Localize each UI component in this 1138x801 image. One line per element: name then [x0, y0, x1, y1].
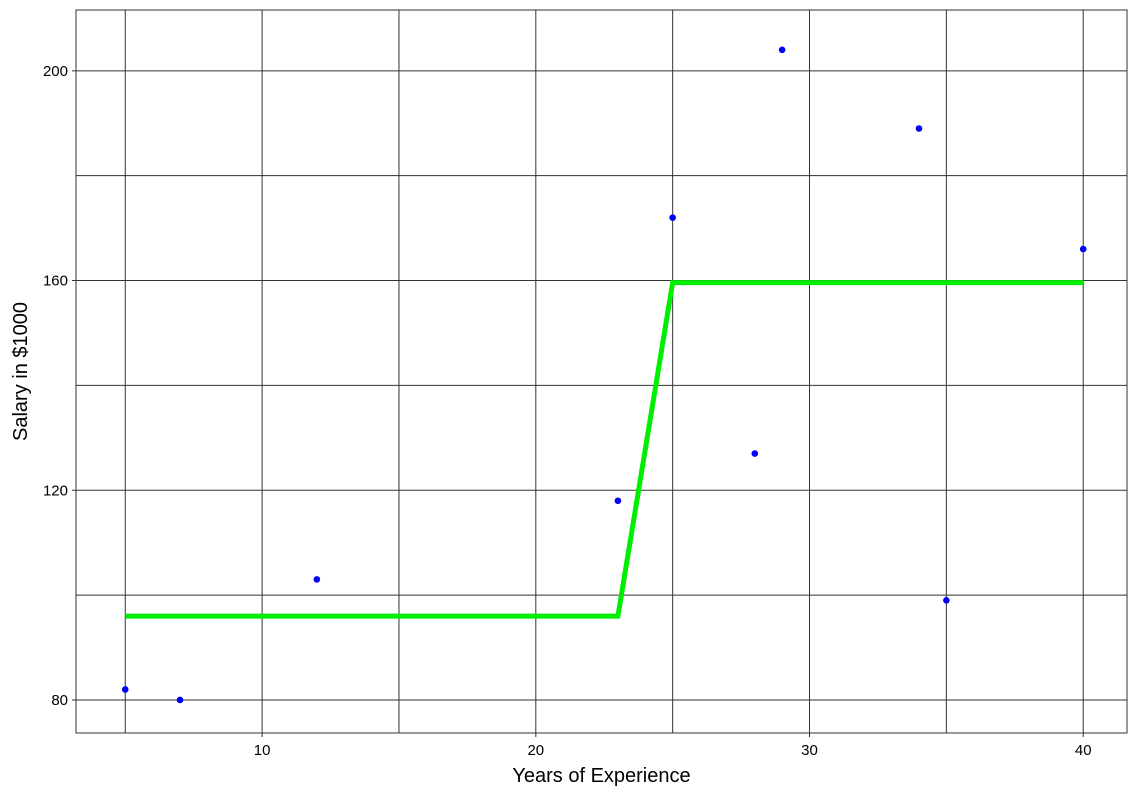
- data-point: [943, 597, 950, 604]
- y-tick-label: 200: [43, 63, 68, 80]
- data-point: [751, 450, 759, 457]
- step-line-layer: [125, 280, 1084, 619]
- y-tick-label: 160: [43, 273, 68, 290]
- data-point: [1079, 245, 1087, 253]
- x-tick-label: 20: [527, 742, 544, 759]
- step-line: [125, 280, 1084, 619]
- x-tick-label: 10: [254, 742, 271, 759]
- x-axis-title: Years of Experience: [512, 765, 690, 787]
- data-point: [778, 46, 786, 54]
- x-tick-label: 40: [1075, 742, 1092, 759]
- data-point: [669, 214, 676, 221]
- data-point: [915, 125, 923, 132]
- data-points: [121, 46, 1087, 704]
- data-point: [614, 497, 622, 505]
- panel-border: [75, 9, 1128, 734]
- data-point: [313, 576, 321, 583]
- data-point: [121, 686, 129, 693]
- y-tick-label: 80: [51, 692, 68, 709]
- x-tick-label: 30: [801, 742, 818, 759]
- grid: [76, 10, 1127, 733]
- data-point: [176, 696, 184, 704]
- y-axis-title: Salary in $1000: [10, 302, 32, 441]
- y-tick-label: 120: [43, 482, 68, 499]
- y-axis-ticks: 80 120 160 200: [43, 63, 76, 709]
- x-axis-ticks: 10 20 30 40: [254, 733, 1092, 759]
